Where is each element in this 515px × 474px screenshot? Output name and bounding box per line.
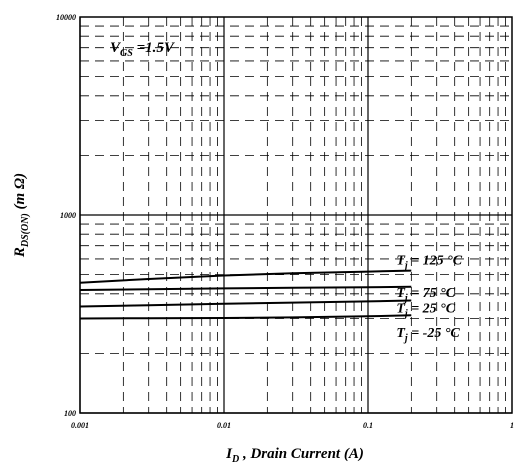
series-line <box>79 285 412 291</box>
tick-labels: 0.001 0.01 0.1 1 100 1000 10000 <box>56 13 514 430</box>
x-tick-label: 0.001 <box>71 421 89 430</box>
x-tick-label: 1 <box>510 421 514 430</box>
series-layer <box>79 269 412 320</box>
series-line <box>79 314 412 320</box>
series-line <box>79 299 412 308</box>
grid <box>79 17 512 414</box>
y-tick-label: 10000 <box>56 13 76 22</box>
series-label: Tj = 25 °C <box>396 301 455 319</box>
series-label: Tj = 75 °C <box>396 286 455 304</box>
y-tick-label: 1000 <box>60 211 76 220</box>
series-label: Tj = -25 °C <box>396 326 460 344</box>
vgs-annotation: VGS =1.5V <box>110 40 176 59</box>
series-line <box>79 269 412 284</box>
x-tick-label: 0.01 <box>217 421 231 430</box>
x-axis-title: ID , Drain Current (A) <box>225 446 364 465</box>
plot-frame <box>79 16 513 414</box>
x-tick-label: 0.1 <box>363 421 373 430</box>
curve-labels: Tj = 125 °C Tj = 75 °CTj = 25 °C Tj = -25 … <box>396 254 462 345</box>
y-axis-title: RDS(ON) (m Ω) <box>12 173 31 258</box>
series-label: Tj = 125 °C <box>396 254 462 272</box>
y-tick-label: 100 <box>64 409 76 418</box>
